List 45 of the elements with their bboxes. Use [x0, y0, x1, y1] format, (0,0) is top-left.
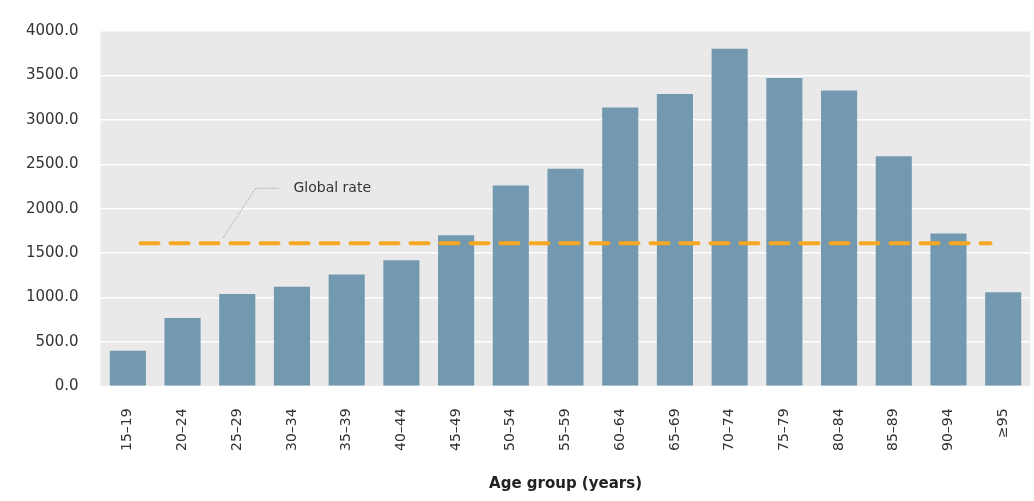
- bar: [547, 168, 584, 386]
- x-tick-label: 85–89: [884, 408, 901, 452]
- x-tick-label: 80–84: [829, 408, 846, 452]
- bar: [656, 94, 693, 386]
- bar: [328, 274, 365, 386]
- x-tick-label: 70–74: [720, 408, 737, 452]
- bar: [930, 233, 967, 386]
- x-tick-label: 15–19: [118, 408, 135, 452]
- x-tick-label: 25–29: [227, 408, 244, 452]
- x-tick-label: 45–49: [446, 408, 463, 452]
- bar: [766, 78, 803, 386]
- bar: [109, 350, 146, 386]
- x-axis-title: Age group (years): [489, 473, 642, 492]
- x-tick-label: 20–24: [173, 408, 190, 452]
- x-tick-label: 60–64: [610, 408, 627, 452]
- y-tick-label: 2000.0: [25, 198, 79, 217]
- y-tick-label: 2500.0: [25, 154, 79, 173]
- x-tick-label: 55–59: [556, 408, 573, 452]
- bar: [492, 185, 529, 386]
- bar: [438, 235, 475, 386]
- x-tick-label: ≥95: [993, 408, 1010, 438]
- bar: [219, 293, 256, 386]
- y-tick-label: 3000.0: [25, 109, 79, 128]
- x-tick-label: 35–39: [337, 408, 354, 452]
- x-tick-label: 40–44: [392, 408, 409, 452]
- x-tick-label: 90–94: [939, 408, 956, 452]
- y-tick-label: 500.0: [35, 331, 79, 350]
- bar: [711, 48, 748, 386]
- x-tick-label: 75–79: [775, 408, 791, 452]
- bar: [821, 90, 858, 386]
- y-tick-label: 4000.0: [25, 20, 79, 39]
- x-tick-label: 50–54: [501, 408, 518, 452]
- bar: [273, 286, 311, 386]
- y-tick-label: 3500.0: [25, 65, 79, 84]
- y-tick-label: 0.0: [54, 376, 79, 395]
- bar: [383, 260, 420, 386]
- bar: [875, 156, 912, 386]
- x-tick-label: 30–34: [282, 408, 299, 452]
- bar: [164, 317, 201, 386]
- ref-line-label: Global rate: [293, 178, 372, 195]
- x-tick-label: 65–69: [665, 408, 682, 452]
- y-tick-label: 1500.0: [25, 243, 79, 261]
- y-tick-label: 1000.0: [25, 287, 79, 306]
- bar: [602, 107, 639, 386]
- bar: [985, 292, 1022, 386]
